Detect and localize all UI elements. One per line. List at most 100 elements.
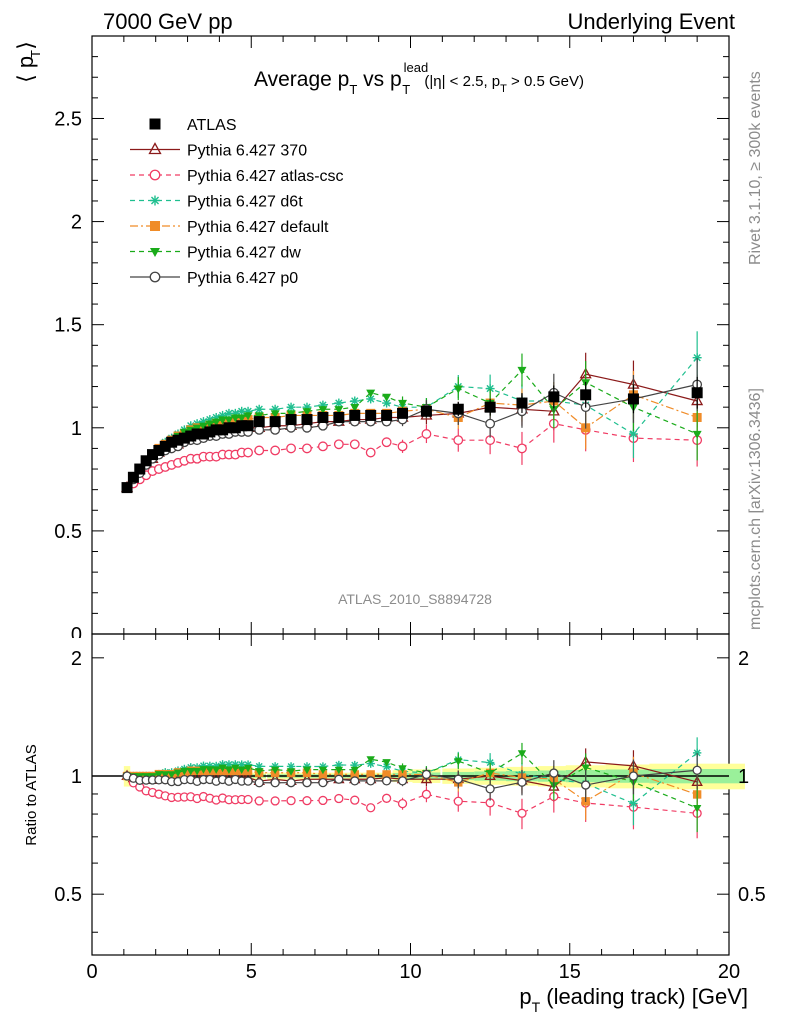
pythia-6-427-p0-ratio-point [549, 768, 559, 778]
pythia-6-427-p0-ratio-point [334, 774, 344, 784]
pythia-6-427-default-ratio-point [350, 770, 359, 779]
atlas-point [397, 407, 409, 419]
legend-label-pythia-6-427-d6t: Pythia 6.427 d6t [187, 194, 303, 211]
ratio-y-tick-label: 1 [71, 766, 82, 788]
pythia-6-427-atlas-csc-point [517, 443, 527, 454]
legend-label-pythia-6-427-370: Pythia 6.427 370 [187, 143, 307, 160]
pythia-6-427-dw-ratio-point [334, 766, 344, 775]
atlas-point [229, 422, 241, 434]
pythia-6-427-dw-ratio-point [382, 759, 391, 767]
pythia-6-427-atlas-csc-point [349, 439, 360, 450]
x-axis-label: pT (leading track) [GeV] [519, 984, 748, 1015]
pythia-6-427-p0-ratio-point [366, 776, 376, 786]
legend-marker-pythia-6-427-370 [148, 142, 162, 155]
chart-title: Average pT vs plead T (|η| < 2.5, pT > 0.… [254, 60, 584, 97]
pythia-6-427-dw-ratio-point [167, 771, 176, 779]
atlas-point [236, 420, 248, 432]
atlas-point [516, 397, 528, 409]
atlas-point [452, 403, 464, 415]
pythia-6-427-p0-ratio-point [318, 777, 328, 788]
legend-label-pythia-6-427-atlas-csc: Pythia 6.427 atlas-csc [187, 168, 344, 185]
pythia-6-427-atlas-csc-ratio-point [381, 793, 392, 803]
pythia-6-427-atlas-csc-ratio-point [270, 796, 280, 806]
pythia-6-427-dw-point [211, 418, 221, 427]
main-series-group [120, 331, 704, 494]
pythia-6-427-dw-point [398, 399, 408, 408]
atlas-point [217, 424, 229, 436]
pythia-6-427-dw-point [230, 414, 240, 423]
pythia-6-427-p0-ratio-point [286, 778, 296, 788]
pythia-6-427-atlas-csc-ratio-point [334, 793, 344, 804]
atlas-point [285, 414, 297, 426]
pythia-6-427-dw-ratio-point [205, 766, 215, 774]
pythia-6-427-dw-point [205, 420, 215, 429]
pythia-6-427-dw-ratio-point [302, 766, 312, 775]
atlas-point [159, 440, 171, 452]
pythia-6-427-dw-point [243, 412, 253, 421]
pythia-6-427-p0-ratio-point [581, 780, 591, 790]
pythia-6-427-dw-ratio-point [243, 764, 253, 773]
pythia-6-427-dw-point [302, 408, 312, 417]
pythia-6-427-dw-point [382, 393, 392, 402]
atlas-point [269, 416, 281, 428]
pythia-6-427-atlas-csc-ratio-point [254, 796, 264, 806]
atlas-point [178, 432, 190, 444]
pythia-6-427-atlas-csc-ratio-point [243, 794, 253, 805]
legend-label-pythia-6-427-p0: Pythia 6.427 p0 [187, 270, 298, 287]
pythia-6-427-d6t-point [350, 396, 360, 406]
pythia-6-427-dw-ratio-point [231, 764, 240, 773]
rivet-version-label: Rivet 3.1.10, ≥ 300k events [747, 71, 764, 265]
atlas-point [301, 414, 313, 426]
atlas-point [253, 416, 265, 428]
atlas-point [548, 391, 560, 403]
atlas-point [381, 409, 393, 421]
pythia-6-427-atlas-csc-point [365, 447, 376, 458]
pythia-6-427-atlas-csc-ratio-point [366, 803, 376, 813]
x-tick-label: 0 [86, 961, 97, 983]
y-tick-label: 2.5 [54, 108, 82, 130]
atlas-point [153, 444, 165, 456]
atlas-point [349, 409, 361, 421]
y-tick-label: 1.5 [54, 315, 82, 337]
pythia-6-427-dw-ratio-point [318, 766, 328, 775]
legend-marker-pythia-6-427-p0 [149, 271, 161, 283]
pythia-6-427-atlas-csc-ratio-point [453, 796, 463, 806]
x-tick-label: 15 [559, 961, 581, 983]
pythia-6-427-atlas-csc-point [317, 441, 328, 452]
y-tick-label: 0.5 [54, 521, 82, 543]
pythia-6-427-p0-ratio-point [302, 778, 312, 788]
atlas-point [210, 424, 222, 436]
pythia-6-427-dw-ratio-point [224, 766, 234, 774]
pythia-6-427-dw-point [334, 406, 344, 415]
pythia-6-427-p0-ratio-point [243, 776, 253, 786]
atlas-point [191, 428, 203, 440]
pythia-6-427-p0-ratio-point [270, 778, 280, 788]
atlas-point [333, 411, 345, 423]
pythia-6-427-atlas-csc-point [421, 429, 432, 439]
atlas-point [420, 405, 432, 417]
pythia-6-427-dw-ratio-point [237, 766, 246, 775]
pythia-6-427-default-ratio-point [398, 770, 407, 779]
atlas-point [134, 463, 146, 475]
pythia-6-427-atlas-csc-point [302, 443, 312, 454]
atlas-point [121, 482, 133, 494]
pythia-6-427-dw-point [692, 430, 702, 439]
atlas-point [204, 426, 216, 438]
pythia-6-427-atlas-csc-ratio-point [421, 789, 432, 799]
x-tick-label: 10 [399, 961, 421, 983]
ratio-y-tick-label: 0.5 [54, 884, 82, 906]
ratio-y-tick-label-right: 1 [738, 766, 749, 788]
atlas-point [484, 401, 496, 413]
ratio-y-tick-label-right: 0.5 [738, 884, 766, 906]
pythia-6-427-p0-ratio-point [517, 777, 527, 787]
pythia-6-427-dw-point [517, 366, 527, 376]
legend-marker-atlas [149, 118, 161, 130]
atlas-point [365, 409, 377, 421]
y-axis-label: ⟨ p ⟩ [13, 41, 38, 83]
atlas-point [242, 420, 254, 432]
pythia-6-427-dw-point [198, 422, 208, 431]
pythia-6-427-dw-point [453, 385, 463, 394]
pythia-6-427-dw-point [366, 389, 376, 398]
analysis-watermark: ATLAS_2010_S8894728 [338, 591, 492, 607]
